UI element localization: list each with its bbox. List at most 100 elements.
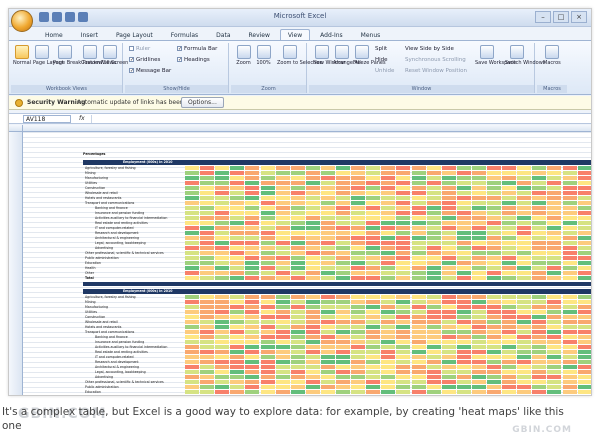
heat-cell[interactable] [260, 226, 275, 230]
heat-cell[interactable] [411, 365, 426, 369]
heat-cell[interactable] [411, 295, 426, 299]
worksheet-grid[interactable]: Percentages Employment (000s) in 2010 Ag… [9, 125, 591, 396]
heat-cell[interactable] [245, 345, 260, 349]
heat-cell[interactable] [185, 395, 199, 396]
heat-cell[interactable] [471, 206, 486, 210]
heat-cell[interactable] [426, 295, 441, 299]
heat-cell[interactable] [441, 325, 456, 329]
heat-cell[interactable] [305, 310, 320, 314]
heat-cell[interactable] [471, 256, 486, 260]
heat-cell[interactable] [411, 236, 426, 240]
heat-cell[interactable] [441, 355, 456, 359]
heat-cell[interactable] [562, 375, 577, 379]
heat-cell[interactable] [200, 261, 215, 265]
heat-cell[interactable] [547, 375, 562, 379]
heat-cell[interactable] [275, 300, 290, 304]
heat-cell[interactable] [471, 261, 486, 265]
heat-cell[interactable] [290, 211, 305, 215]
reset-window-position-button[interactable]: Reset Window Position [405, 68, 467, 74]
heat-cell[interactable] [381, 350, 396, 354]
heat-cell[interactable] [426, 191, 441, 195]
heat-cell[interactable] [260, 390, 275, 394]
heat-cell[interactable] [577, 256, 591, 260]
heat-cell[interactable] [185, 226, 199, 230]
heat-cell[interactable] [351, 360, 366, 364]
quick-access-toolbar[interactable] [39, 12, 88, 24]
heat-cell[interactable] [215, 385, 230, 389]
heat-cell[interactable] [215, 300, 230, 304]
heat-cell[interactable] [471, 380, 486, 384]
heat-cell[interactable] [502, 350, 517, 354]
heat-cell[interactable] [396, 231, 411, 235]
ruler-checkbox[interactable]: Ruler [129, 46, 150, 52]
heat-cell[interactable] [547, 295, 562, 299]
heat-cell[interactable] [502, 201, 517, 205]
heat-cell[interactable] [366, 221, 381, 225]
heat-cell[interactable] [517, 340, 532, 344]
heat-cell[interactable] [215, 305, 230, 309]
heat-cell[interactable] [396, 186, 411, 190]
heat-cell[interactable] [577, 360, 591, 364]
heat-cell[interactable] [532, 310, 547, 314]
heat-cell[interactable] [290, 320, 305, 324]
heat-cell[interactable] [200, 211, 215, 215]
heat-cell[interactable] [411, 206, 426, 210]
heat-cell[interactable] [471, 365, 486, 369]
heat-cell[interactable] [411, 166, 426, 170]
heat-cell[interactable] [185, 365, 199, 369]
heat-cell[interactable] [456, 305, 471, 309]
heat-cell[interactable] [532, 330, 547, 334]
heat-cell[interactable] [230, 181, 245, 185]
heat-cell[interactable] [200, 216, 215, 220]
heat-cell[interactable] [411, 191, 426, 195]
heat-cell[interactable] [215, 375, 230, 379]
heat-cell[interactable] [366, 206, 381, 210]
heat-cell[interactable] [260, 310, 275, 314]
heat-cell[interactable] [275, 370, 290, 374]
heat-cell[interactable] [230, 310, 245, 314]
heat-cell[interactable] [547, 271, 562, 275]
heat-cell[interactable] [517, 355, 532, 359]
heat-cell[interactable] [532, 305, 547, 309]
page-break-preview-button[interactable]: Page Break Preview [53, 45, 102, 66]
heat-cell[interactable] [457, 395, 471, 396]
heat-cell[interactable] [381, 261, 396, 265]
heat-cell[interactable] [366, 196, 381, 200]
heat-cell[interactable] [547, 236, 562, 240]
heat-cell[interactable] [487, 385, 501, 389]
heat-cell[interactable] [185, 300, 199, 304]
heat-cell[interactable] [577, 315, 591, 319]
heat-cell[interactable] [215, 310, 230, 314]
heat-cell[interactable] [230, 276, 245, 280]
heat-cell[interactable] [366, 251, 381, 255]
heat-cell[interactable] [426, 261, 441, 265]
heat-cell[interactable] [487, 300, 501, 304]
heat-cell[interactable] [577, 191, 591, 195]
heat-cell[interactable] [305, 206, 320, 210]
heat-cell[interactable] [577, 211, 591, 215]
heat-cell[interactable] [215, 251, 230, 255]
heat-cell[interactable] [260, 276, 275, 280]
heat-cell[interactable] [305, 246, 320, 250]
heat-cell[interactable] [471, 370, 486, 374]
heat-cell[interactable] [456, 335, 471, 339]
heat-cell[interactable] [411, 315, 426, 319]
heat-cell[interactable] [456, 345, 471, 349]
heat-cell[interactable] [366, 330, 381, 334]
heat-cell[interactable] [577, 380, 591, 384]
heat-cell[interactable] [275, 335, 290, 339]
heat-cell[interactable] [200, 201, 215, 205]
heat-cell[interactable] [336, 330, 350, 334]
heat-cell[interactable] [230, 350, 245, 354]
heat-cell[interactable] [381, 295, 396, 299]
heat-cell[interactable] [320, 335, 335, 339]
heat-cell[interactable] [532, 246, 547, 250]
heat-cell[interactable] [577, 181, 591, 185]
heat-cell[interactable] [381, 375, 396, 379]
heat-cell[interactable] [351, 201, 366, 205]
heat-cell[interactable] [502, 345, 517, 349]
heat-cell[interactable] [230, 256, 245, 260]
heat-cell[interactable] [245, 261, 260, 265]
heat-cell[interactable] [411, 186, 426, 190]
heat-cell[interactable] [502, 166, 517, 170]
